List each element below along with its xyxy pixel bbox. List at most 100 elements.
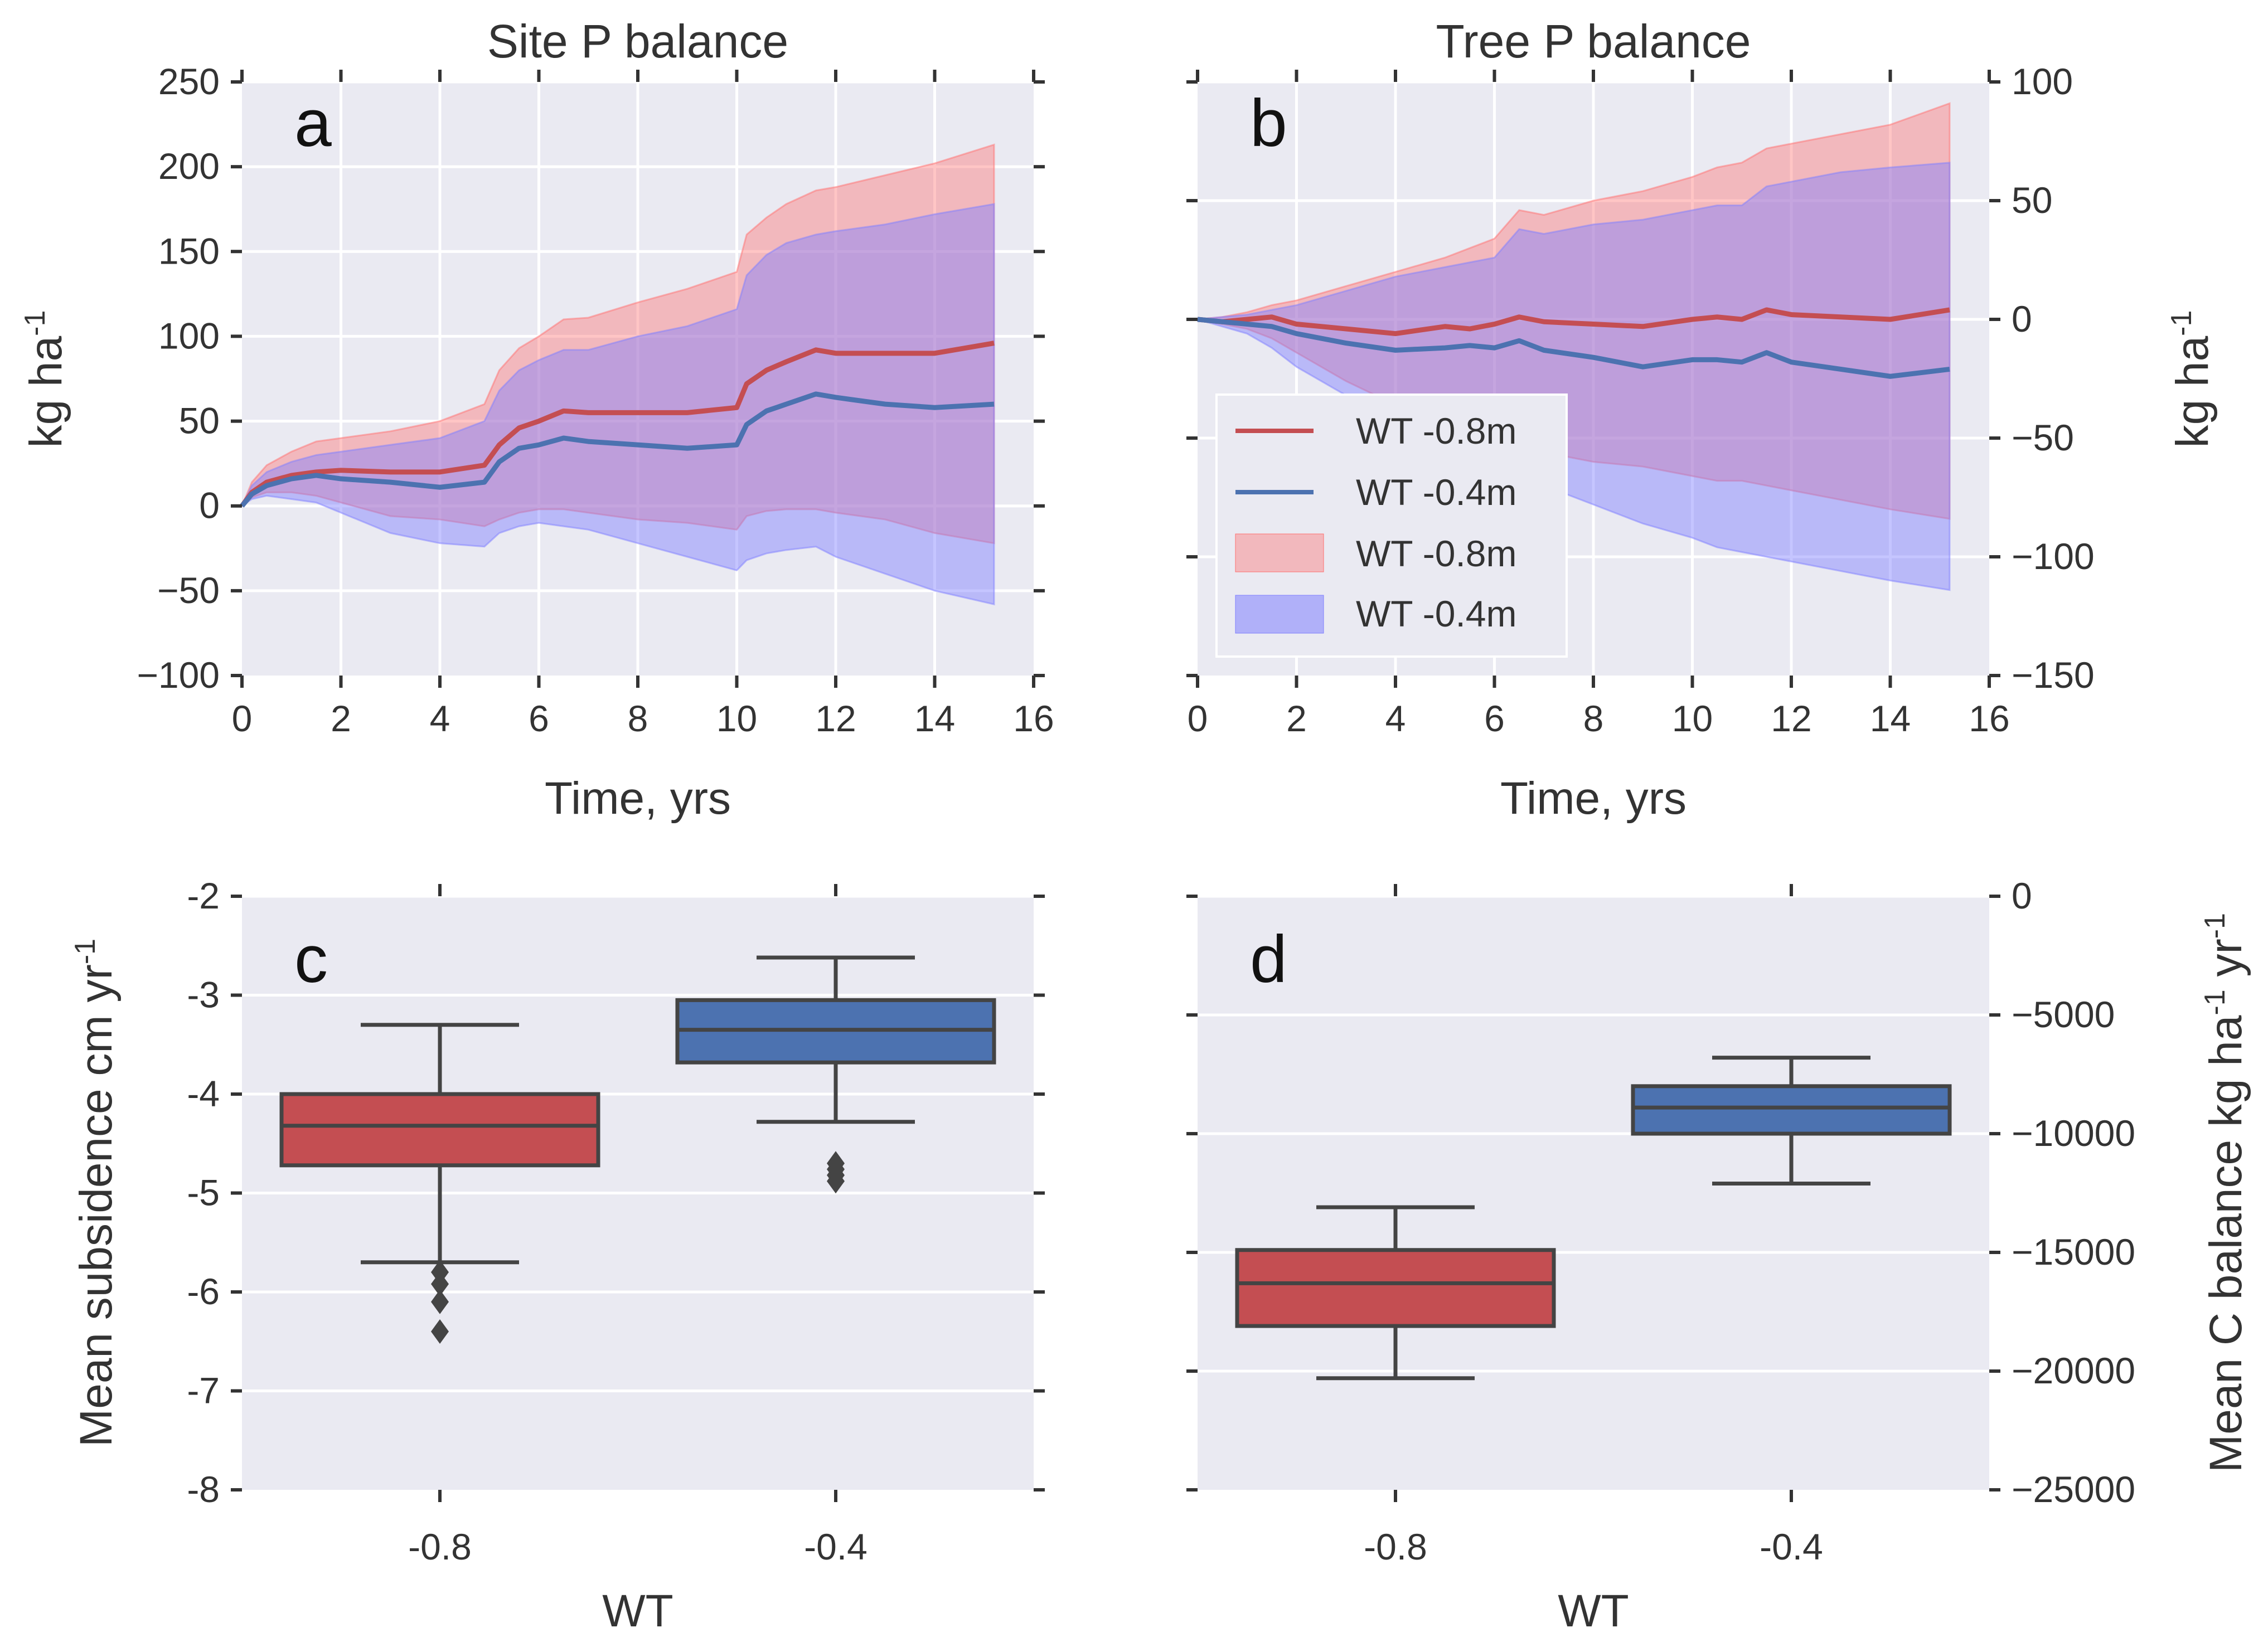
- y-tick-label: 100: [158, 315, 220, 356]
- x-tick-label: 0: [1188, 698, 1208, 739]
- y-tick-label: -3: [187, 974, 220, 1016]
- legend-label-blue-line: WT -0.4m: [1356, 472, 1516, 513]
- panel-b-title: Tree P balance: [1436, 15, 1751, 67]
- legend-label-blue-patch: WT -0.4m: [1356, 593, 1516, 634]
- y-tick-label: −20000: [2012, 1350, 2135, 1391]
- x-tick-label: 10: [716, 698, 757, 739]
- y-tick-label: 150: [158, 230, 220, 271]
- panel-d-c-balance-boxplot: −25000 −20000 −15000 −10000 −5000 0 -0.8 -0.4 d…: [1186, 875, 2251, 1636]
- y-tick-label: −50: [157, 570, 220, 611]
- panel-c-x-label: WT: [602, 1586, 673, 1636]
- panel-a-site-p-balance: 0 2 4 6 8 10 12 14 16 −100 −50 0 50 100 150 200 250 Site…: [19, 15, 1054, 824]
- panel-a-letter: a: [294, 86, 332, 161]
- outlier-marker: [431, 1289, 449, 1314]
- panel-c-subsidence-boxplot: -8 -7 -6 -5 -4 -3 -2 -0.8 -0.4 c WT Mean subside…: [69, 875, 1045, 1636]
- panel-b-tree-p-balance: 0 2 4 6 8 10 12 14 16−150 −100 −50 0 50 100 Tree P ba…: [1186, 15, 2218, 824]
- x-tick-label: 6: [1484, 698, 1505, 739]
- y-tick-label: -6: [187, 1271, 220, 1312]
- panel-a-ticks: 0 2 4 6 8 10 12 14 16 −100 −50 0 50 100 150 200 250: [137, 61, 1054, 739]
- y-tick-label: -2: [187, 875, 220, 916]
- x-tick-label: 16: [1969, 698, 2009, 739]
- band-wt-0-4m: [240, 203, 995, 606]
- x-tick-label: 12: [815, 698, 856, 739]
- panel-b-x-label: Time, yrs: [1500, 773, 1687, 824]
- panel-b-y-label: kg ha-1: [2165, 310, 2218, 448]
- y-tick-label: −10000: [2012, 1112, 2135, 1154]
- x-tick-label: 4: [430, 698, 450, 739]
- panel-a-x-label: Time, yrs: [545, 773, 731, 824]
- x-tick-label: -0.4: [1760, 1526, 1823, 1567]
- panel-b-mean-lines: [1197, 307, 1950, 379]
- y-tick-label: 100: [2012, 61, 2073, 102]
- mean-line-wt-0-8m: [240, 341, 995, 508]
- y-tick-label: −5000: [2012, 994, 2115, 1035]
- y-tick-label: 50: [2012, 179, 2052, 221]
- panel-b-legend: WT -0.8m WT -0.4m WT -0.8m WT -0.4m: [1215, 393, 1568, 658]
- y-tick-label: 0: [199, 485, 220, 526]
- y-tick-label: −100: [137, 654, 220, 696]
- panel-d-y-label: Mean C balance kg ha-1 yr-1: [2199, 913, 2251, 1473]
- panel-d-letter: d: [1250, 922, 1287, 997]
- box-body: [279, 1092, 600, 1168]
- y-tick-label: -7: [187, 1370, 220, 1411]
- y-tick-label: 0: [2012, 298, 2032, 339]
- legend-label-red-patch: WT -0.8m: [1356, 533, 1516, 574]
- y-tick-label: −50: [2012, 417, 2074, 458]
- y-tick-label: −100: [2012, 536, 2095, 577]
- y-tick-label: 0: [2012, 875, 2032, 916]
- x-tick-label: 10: [1672, 698, 1713, 739]
- legend-patch-blue: [1235, 595, 1324, 634]
- x-tick-label: 8: [628, 698, 648, 739]
- panel-a-mean-lines: [240, 341, 995, 508]
- box-body: [1235, 1248, 1556, 1328]
- mean-line-wt-0-4m: [240, 391, 995, 508]
- x-tick-label: 8: [1583, 698, 1604, 739]
- x-tick-label: 6: [529, 698, 549, 739]
- x-tick-label: 0: [232, 698, 253, 739]
- y-tick-label: -5: [187, 1172, 220, 1213]
- panel-b-ticks: 0 2 4 6 8 10 12 14 16−150 −100 −50 0 50 100: [1186, 61, 2095, 739]
- box--0.8: [279, 1023, 600, 1344]
- outlier-marker: [431, 1319, 449, 1344]
- box--0.8: [1235, 1205, 1556, 1381]
- panel-c-y-label: Mean subsidence cm yr-1: [69, 939, 122, 1447]
- panel-d-x-label: WT: [1558, 1586, 1629, 1636]
- x-tick-label: 16: [1013, 698, 1054, 739]
- y-tick-label: -4: [187, 1073, 220, 1114]
- panel-a-title: Site P balance: [487, 15, 788, 67]
- panel-a-uncertainty-bands: [240, 143, 995, 606]
- panel-c-letter: c: [294, 922, 328, 997]
- y-tick-label: 200: [158, 145, 220, 187]
- panel-d-boxes: [1235, 1056, 1952, 1381]
- panel-d-ticks: −25000 −20000 −15000 −10000 −5000 0 -0.8 -0.4: [1186, 875, 2135, 1567]
- x-tick-label: 2: [1286, 698, 1307, 739]
- x-tick-label: 4: [1385, 698, 1406, 739]
- legend-label-red-line: WT -0.8m: [1356, 410, 1516, 451]
- legend-patch-red: [1235, 533, 1324, 572]
- x-tick-label: -0.8: [408, 1526, 472, 1567]
- x-tick-label: -0.8: [1364, 1526, 1427, 1567]
- box--0.4: [675, 955, 996, 1194]
- x-tick-label: 14: [1870, 698, 1911, 739]
- panel-c-gridlines: [242, 895, 1034, 1392]
- panel-c-boxes: [279, 955, 996, 1344]
- y-tick-label: −15000: [2012, 1231, 2135, 1272]
- y-tick-label: -8: [187, 1469, 220, 1510]
- panel-b-letter: b: [1250, 86, 1287, 161]
- y-tick-label: 250: [158, 61, 220, 102]
- x-tick-label: -0.4: [804, 1526, 868, 1567]
- x-tick-label: 12: [1771, 698, 1811, 739]
- panel-c-ticks: -8 -7 -6 -5 -4 -3 -2 -0.8 -0.4: [187, 875, 1045, 1567]
- panel-a-y-label: kg ha-1: [19, 310, 71, 448]
- outlier-marker: [827, 1169, 845, 1194]
- y-tick-label: −150: [2012, 654, 2095, 696]
- y-tick-label: −25000: [2012, 1469, 2135, 1510]
- outlier-marker: [431, 1271, 449, 1296]
- mean-line-wt-0-8m: [1197, 307, 1950, 337]
- y-tick-label: 50: [179, 400, 220, 441]
- x-tick-label: 2: [331, 698, 351, 739]
- panel-d-background: [1198, 896, 1989, 1490]
- box-body: [1631, 1084, 1952, 1136]
- x-tick-label: 14: [914, 698, 955, 739]
